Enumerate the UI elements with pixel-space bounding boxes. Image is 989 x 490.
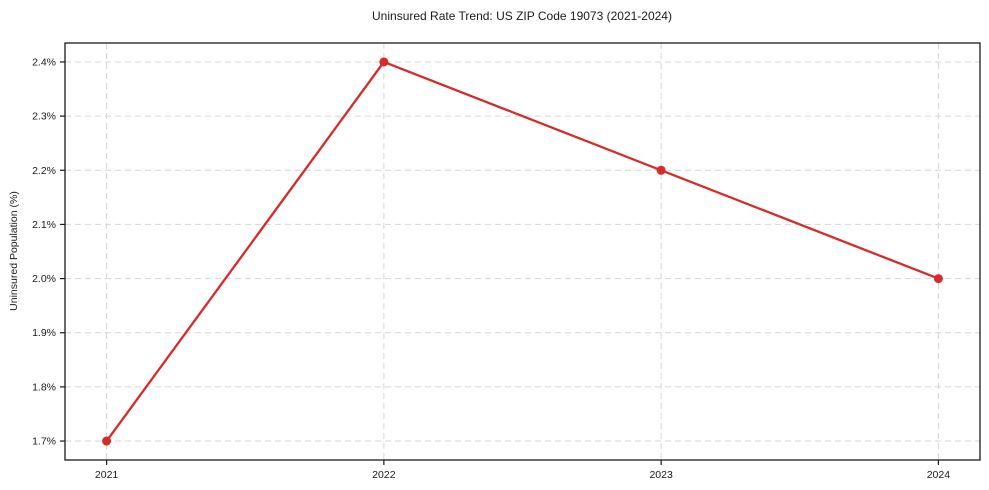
trend-line (105, 60, 940, 443)
axis-ticks (60, 61, 940, 465)
data-point (379, 57, 389, 67)
x-tick-labels: 2021 2022 2023 2024 (95, 469, 950, 481)
data-point-markers (102, 57, 943, 446)
x-tick-label: 2023 (649, 469, 673, 481)
chart-title: Uninsured Rate Trend: US ZIP Code 19073 … (372, 9, 672, 23)
x-tick-label: 2021 (95, 469, 119, 481)
x-tick-label: 2024 (927, 469, 951, 481)
data-point (656, 165, 666, 175)
y-tick-label: 2.1% (32, 219, 56, 231)
y-tick-label: 2.3% (32, 111, 56, 123)
y-tick-labels: 1.7% 1.8% 1.9% 2.0% 2.1% 2.2% 2.3% 2.4% (32, 56, 56, 447)
plot-area-border (64, 42, 981, 461)
x-tick-label: 2022 (372, 469, 396, 481)
y-tick-label: 1.9% (32, 327, 56, 339)
y-tick-label: 2.4% (32, 56, 56, 68)
data-point (933, 274, 943, 284)
grid-lines (65, 43, 980, 460)
y-axis-label: Uninsured Population (%) (8, 191, 20, 311)
y-tick-label: 2.0% (32, 273, 56, 285)
y-tick-label: 1.8% (32, 381, 56, 393)
y-tick-label: 1.7% (32, 436, 56, 448)
data-point (102, 436, 112, 446)
y-tick-label: 2.2% (32, 165, 56, 177)
